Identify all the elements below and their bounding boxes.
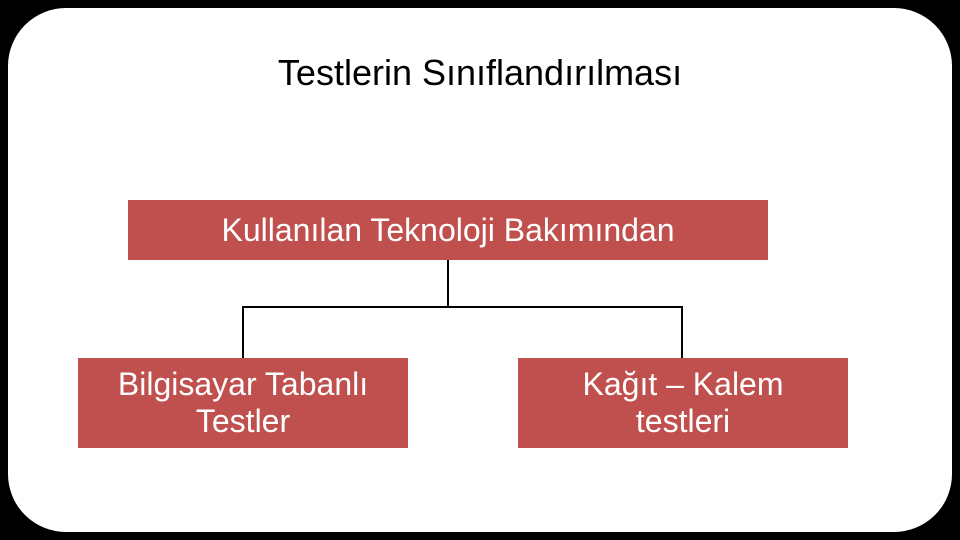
connector-vertical-top <box>447 260 449 308</box>
connector-vertical-left <box>242 306 244 358</box>
slide-title: Testlerin Sınıflandırılması <box>278 52 682 94</box>
child-node-left: Bilgisayar TabanlıTestler <box>78 358 408 448</box>
parent-node: Kullanılan Teknoloji Bakımından <box>128 200 768 260</box>
child-node-right: Kağıt – Kalemtestleri <box>518 358 848 448</box>
child-node-left-label: Bilgisayar TabanlıTestler <box>118 366 368 440</box>
rounded-frame: Testlerin Sınıflandırılması Kullanılan T… <box>6 6 954 534</box>
connector-vertical-right <box>681 306 683 358</box>
parent-node-label: Kullanılan Teknoloji Bakımından <box>221 212 674 249</box>
child-node-right-label: Kağıt – Kalemtestleri <box>583 366 784 440</box>
connector-horizontal <box>242 306 682 308</box>
